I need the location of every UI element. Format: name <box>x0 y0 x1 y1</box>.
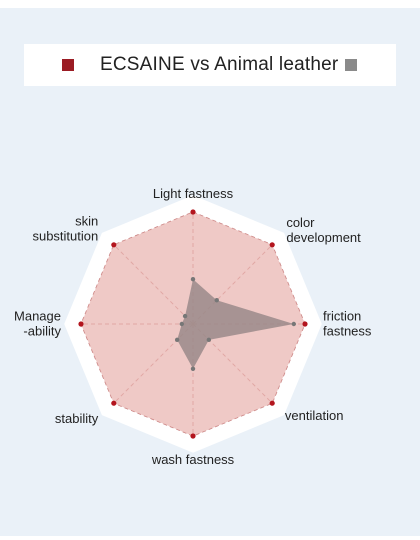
data-point-ecsaine <box>111 242 117 248</box>
legend-title: ECSAINE vs Animal leather <box>100 54 338 76</box>
legend-swatch-animal-leather <box>345 59 357 71</box>
data-point-animal-leather <box>214 298 219 303</box>
axis-label: wash fastness <box>151 452 235 467</box>
legend-series-b: Animal leather <box>214 54 339 75</box>
data-point-ecsaine <box>111 400 117 406</box>
legend-swatch-ecsaine <box>62 59 74 71</box>
series-area-animal-leather <box>177 279 294 369</box>
legend-series-a: ECSAINE <box>100 54 185 75</box>
data-point-animal-leather <box>190 366 196 371</box>
axis-label: Light fastness <box>153 186 234 201</box>
data-point-ecsaine <box>302 321 308 327</box>
data-point-ecsaine <box>78 321 84 327</box>
data-point-ecsaine <box>190 433 196 439</box>
axis-label: ventilation <box>285 408 344 423</box>
axis-label: friction fastness <box>323 309 372 339</box>
data-point-animal-leather <box>174 337 180 343</box>
axis-label: Manage -ability <box>14 309 61 339</box>
data-point-ecsaine <box>269 400 275 406</box>
legend: ECSAINE vs Animal leather <box>24 44 396 86</box>
data-point-animal-leather <box>291 321 296 327</box>
legend-vs: vs <box>190 54 210 75</box>
axis-label: stability <box>55 411 99 426</box>
axis-label: skin substitution <box>32 214 98 244</box>
data-point-animal-leather <box>206 337 212 343</box>
axis-label: color development <box>286 215 361 245</box>
radar-grid-ring <box>80 211 306 437</box>
data-point-ecsaine <box>190 209 196 215</box>
data-point-animal-leather <box>190 277 196 282</box>
data-point-ecsaine <box>269 242 275 248</box>
data-point-animal-leather <box>179 321 184 327</box>
data-point-animal-leather <box>182 313 188 319</box>
